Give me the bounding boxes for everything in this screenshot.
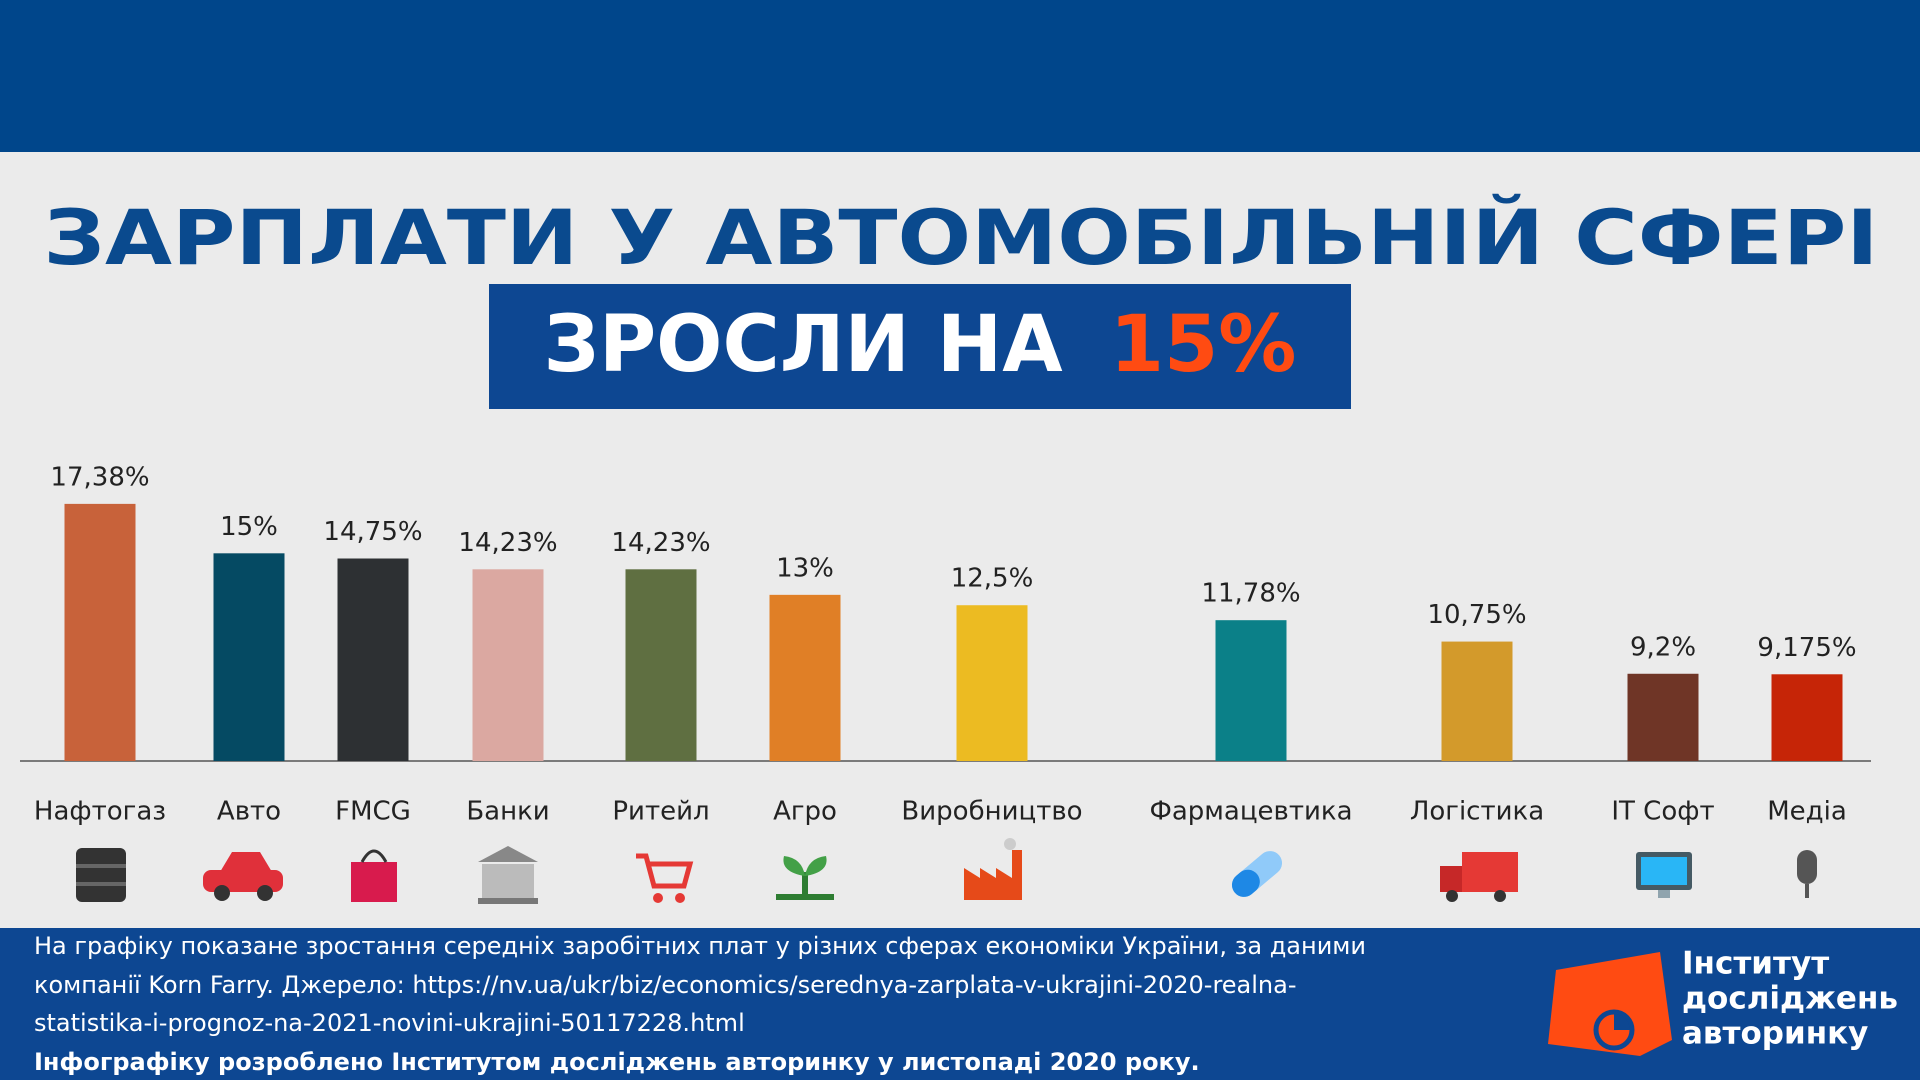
bar — [472, 569, 544, 761]
bar — [1771, 674, 1843, 761]
category-label: Логістика — [1410, 797, 1544, 827]
icons — [76, 838, 1817, 904]
category-label: Фармацевтика — [1149, 797, 1352, 827]
icon-bag — [351, 849, 397, 902]
footer-line: На графіку показане зростання середніх з… — [34, 932, 1366, 960]
bar — [625, 569, 697, 761]
icon-pill — [1231, 851, 1283, 897]
logo-shape — [1548, 952, 1672, 1056]
subtitle-highlight: 15% — [1110, 300, 1297, 390]
value-label: 14,23% — [458, 528, 557, 558]
bar — [1215, 620, 1287, 761]
footer-line: компанії Korn Farry. Джерело: https://nv… — [34, 971, 1297, 999]
icon-plant — [776, 856, 834, 900]
logo-line: Інститут — [1682, 946, 1829, 982]
value-label: 15% — [220, 512, 278, 542]
category-label: Виробництво — [901, 797, 1082, 827]
category-label: Медіа — [1767, 797, 1847, 827]
icon-monitor — [1636, 852, 1692, 898]
category-label: Авто — [217, 797, 281, 827]
icon-cart — [636, 853, 694, 903]
category-label: Банки — [466, 797, 549, 827]
category-label: Ритейл — [612, 797, 709, 827]
subtitle-box — [489, 284, 1351, 409]
logo-clock — [1593, 1009, 1635, 1051]
category-label: IT Софт — [1611, 797, 1714, 827]
footer-line: statistika-i-prognoz-na-2021-novini-ukra… — [34, 1009, 745, 1037]
icon-factory — [964, 838, 1022, 900]
value-label: 9,2% — [1630, 632, 1696, 662]
icon-bank — [478, 846, 538, 904]
category-label: Агро — [773, 797, 837, 827]
icon-car — [203, 852, 283, 901]
logo-line: досліджень — [1682, 981, 1898, 1017]
bar — [213, 553, 285, 761]
top-band — [0, 0, 1920, 152]
bar — [1441, 641, 1513, 761]
icon-truck — [1440, 852, 1518, 902]
value-label: 14,75% — [323, 517, 422, 547]
chart-subtitle: ЗРОСЛИ НА 15% — [544, 300, 1297, 390]
value-label: 17,38% — [50, 462, 149, 492]
value-label: 12,5% — [951, 564, 1034, 594]
bar — [337, 558, 409, 761]
icon-mic — [1797, 850, 1817, 898]
bars: 17,38% Нафтогаз 15% Авто 14,75% FMCG 14,23% Бан… — [34, 462, 1857, 826]
logo-clock-hand — [1614, 1014, 1630, 1030]
value-label: 11,78% — [1201, 579, 1300, 609]
value-label: 13% — [776, 553, 834, 583]
subtitle-text: ЗРОСЛИ НА — [544, 300, 1063, 390]
chart-title: ЗАРПЛАТИ У АВТОМОБІЛЬНІЙ СФЕРІ — [44, 193, 1879, 282]
bar — [64, 503, 136, 761]
bar — [956, 605, 1028, 761]
icon-barrel — [76, 848, 126, 902]
bar — [1627, 673, 1699, 761]
value-label: 10,75% — [1427, 600, 1526, 630]
footer-text: На графіку показане зростання середніх з… — [34, 932, 1366, 1076]
logo-line: авторинку — [1682, 1016, 1868, 1052]
bar — [769, 594, 841, 761]
footer-line: Інфографіку розроблено Інститутом дослід… — [34, 1048, 1200, 1076]
category-label: Нафтогаз — [34, 797, 166, 827]
value-label: 9,175% — [1757, 633, 1856, 663]
category-label: FMCG — [335, 797, 411, 827]
value-label: 14,23% — [611, 528, 710, 558]
